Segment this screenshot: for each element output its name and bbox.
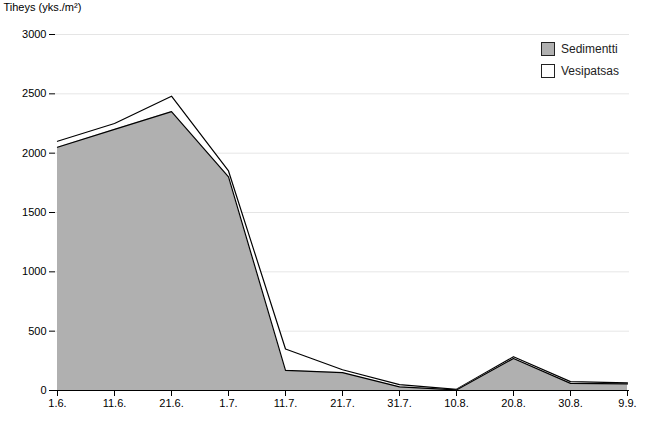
svg-text:10.8.: 10.8.: [444, 397, 468, 409]
svg-text:31.7.: 31.7.: [387, 397, 411, 409]
svg-text:30.8.: 30.8.: [558, 397, 582, 409]
svg-text:1.7.: 1.7.: [219, 397, 237, 409]
svg-text:1000: 1000: [22, 265, 46, 277]
svg-text:3000: 3000: [22, 28, 46, 40]
svg-text:Tiheys (yks./m²): Tiheys (yks./m²): [4, 1, 82, 13]
svg-text:2500: 2500: [22, 87, 46, 99]
svg-text:21.6.: 21.6.: [159, 397, 183, 409]
svg-text:1500: 1500: [22, 206, 46, 218]
svg-text:1.6.: 1.6.: [48, 397, 66, 409]
svg-text:0: 0: [40, 384, 46, 396]
svg-text:20.8.: 20.8.: [501, 397, 525, 409]
svg-text:11.6.: 11.6.: [103, 397, 127, 409]
html-text:Sedimentti: Sedimentti: [561, 42, 618, 56]
svg-text:11.7.: 11.7.: [274, 397, 298, 409]
svg-text:500: 500: [28, 325, 46, 337]
html-text:Vesipatsas: Vesipatsas: [561, 64, 619, 78]
svg-text:9.9.: 9.9.: [618, 397, 636, 409]
svg-text:2000: 2000: [22, 147, 46, 159]
svg-text:21.7.: 21.7.: [330, 397, 354, 409]
